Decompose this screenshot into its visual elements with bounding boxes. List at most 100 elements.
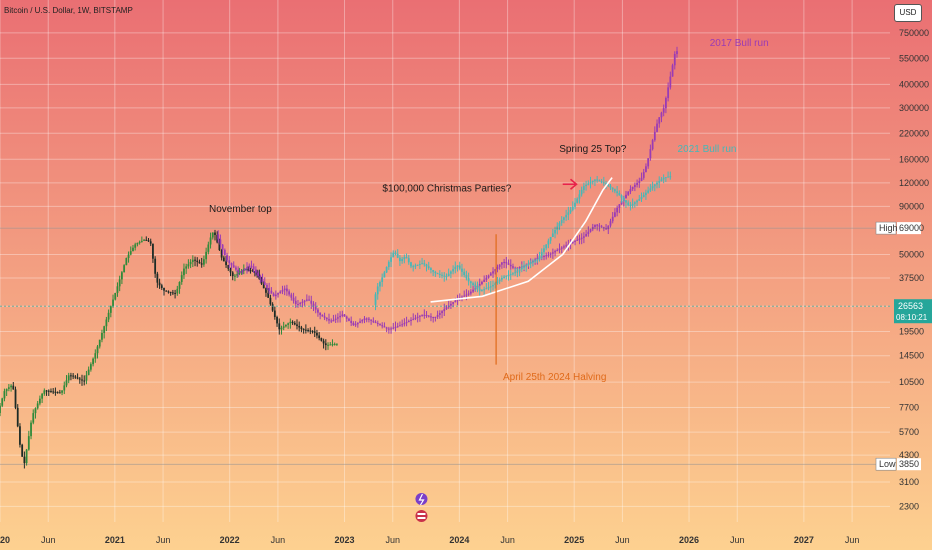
fractal-2021-candle-body xyxy=(469,281,472,284)
price-candle-body xyxy=(307,330,309,332)
fractal-2021-candle-body xyxy=(454,266,457,270)
price-candle-body xyxy=(324,343,327,346)
fractal-2017-candle-body xyxy=(301,301,304,303)
x-axis[interactable]: 2020 Jun 2021 Jun 2022 Jun 2023 Jun 2024 Jun 2025 J… xyxy=(0,535,859,545)
fractal-2017-candle-body xyxy=(223,249,226,256)
fractal-2021-candle-body xyxy=(602,182,605,184)
price-candle-body xyxy=(311,330,314,332)
fractal-2021-candle-body xyxy=(580,189,583,195)
fractal-2021-candle-body xyxy=(514,272,517,274)
price-candle-body xyxy=(278,323,281,330)
fractal-2017-candle-body xyxy=(323,316,326,318)
fractal-2017-candle-body xyxy=(594,224,596,227)
fractal-2017-candle-body xyxy=(286,288,288,292)
fractal-2017-candle-body xyxy=(257,272,259,276)
fractal-2021-candle-body xyxy=(540,252,543,257)
price-candle-body xyxy=(298,325,301,328)
fractal-2021-candle-body xyxy=(483,289,486,291)
fractal-2017-candle-body xyxy=(452,302,455,304)
fractal-2021-candle-body xyxy=(625,200,627,203)
price-candle-body xyxy=(165,290,168,292)
fractal-2017-candle-body xyxy=(283,288,286,291)
fractal-2017-candle-body xyxy=(348,318,350,321)
price-candle-body xyxy=(94,353,97,359)
fractal-2017-candle-body xyxy=(500,262,503,265)
price-candle-body xyxy=(234,275,236,277)
fractal-2021-candle-body xyxy=(536,259,539,261)
fractal-2017-candle-body xyxy=(667,87,670,99)
fractal-2017-candle-body xyxy=(658,117,661,124)
x-tick-label: Jun xyxy=(500,535,515,545)
currency-button[interactable]: USD xyxy=(894,4,922,22)
fractal-2017-candle-body xyxy=(465,294,468,296)
price-candle-body xyxy=(167,291,170,293)
y-tick-label: 220000 xyxy=(899,128,929,138)
fractal-2021-candle-body xyxy=(485,288,488,290)
fractal-2017-candle-body xyxy=(314,306,317,310)
fractal-2017-candle-body xyxy=(370,319,373,321)
price-candle-body xyxy=(70,375,72,377)
price-candle-body xyxy=(65,380,68,386)
fractal-2017-candle-body xyxy=(423,314,426,316)
price-candle-body xyxy=(74,376,77,378)
fractal-2017-candle-body xyxy=(543,255,545,257)
price-candle-body xyxy=(19,426,21,445)
fractal-2017-candle-body xyxy=(385,327,388,329)
y-axis[interactable]: 2300 3100 4300 5700 7700 10500 14500 19500 37500… xyxy=(875,28,932,511)
fractal-2021-candle-body xyxy=(376,286,379,295)
price-candle-body xyxy=(87,369,90,376)
parabolic-curve xyxy=(430,177,613,303)
fractal-2021-candle-body xyxy=(456,265,459,267)
fractal-2021-candle-body xyxy=(587,183,590,185)
fractal-2017-candle-body xyxy=(485,277,488,280)
fractal-2017-candle-body xyxy=(243,268,246,271)
current-price-value: 26563 xyxy=(898,301,923,311)
annotation-bull2017: 2017 Bull run xyxy=(710,38,769,49)
fractal-2017-candle-body xyxy=(450,303,452,306)
fractal-2021-candle-body xyxy=(449,271,452,274)
price-candle-body xyxy=(183,268,185,276)
price-candle-body xyxy=(47,390,50,392)
fractal-2017-candle-body xyxy=(618,204,621,208)
price-candle-body xyxy=(140,240,143,242)
fractal-2017-candle-body xyxy=(609,221,612,226)
price-candle-body xyxy=(38,398,41,404)
price-candle-body xyxy=(247,269,250,271)
fractal-2017-candle-body xyxy=(560,247,563,249)
fractal-2017-candle-body xyxy=(549,253,552,255)
fractal-2021-candle-body xyxy=(560,219,563,223)
fractal-2017-candle-body xyxy=(259,275,262,280)
y-tick-label: 120000 xyxy=(899,178,929,188)
price-candle-body xyxy=(289,321,292,324)
fractal-2017-candle-body xyxy=(494,269,497,272)
fractal-2021-candle-body xyxy=(496,281,499,284)
price-candle-body xyxy=(238,272,241,275)
fractal-2021-candle-body xyxy=(618,193,621,196)
fractal-2021-candle-body xyxy=(600,181,603,183)
fractal-2017-candle-body xyxy=(368,318,370,320)
price-candle-body xyxy=(14,389,17,408)
fractal-2021-candle-body xyxy=(551,233,554,237)
fractal-2017-candle-body xyxy=(230,263,233,266)
fractal-2017-candle-body xyxy=(274,294,277,297)
price-candle-body xyxy=(269,297,272,305)
fractal-2021-candle-body xyxy=(591,180,594,183)
fractal-2017-candle-body xyxy=(418,315,421,317)
price-candle-body xyxy=(251,270,254,272)
fractal-2021-candle-body xyxy=(664,177,667,179)
price-candle-body xyxy=(3,391,6,399)
y-tick-label: 300000 xyxy=(899,103,929,113)
fractal-2021-candle-body xyxy=(432,270,435,272)
price-candle-body xyxy=(81,379,83,381)
fractal-2017-candle-body xyxy=(578,238,581,240)
fractal-2017-candle-body xyxy=(651,140,654,150)
fractal-2017-candle-body xyxy=(631,186,634,190)
fractal-2017-candle-body xyxy=(587,231,590,235)
price-candle-body xyxy=(34,408,37,414)
fractal-2017-candle-body xyxy=(660,112,663,118)
fractal-2017-candle-body xyxy=(228,260,231,264)
price-candle-body xyxy=(335,343,338,345)
price-candle-body xyxy=(205,251,208,260)
fractal-2017-candle-body xyxy=(339,315,341,318)
